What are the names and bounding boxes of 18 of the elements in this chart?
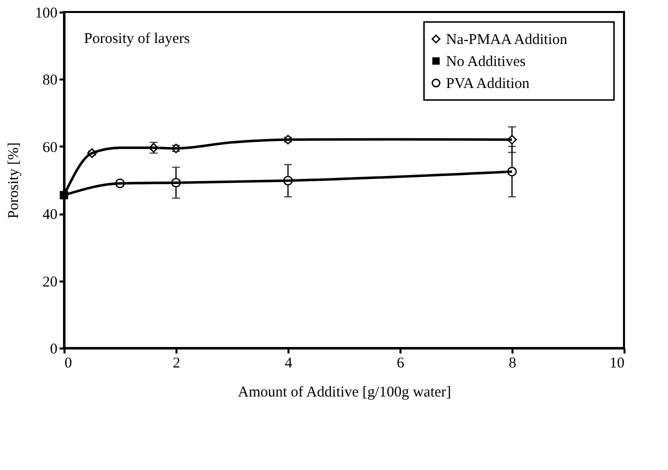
x-tick-label: 8 — [508, 356, 516, 372]
y-tick-label: 100 — [35, 6, 58, 22]
x-tick-label: 4 — [284, 356, 293, 372]
y-tick-label: 60 — [42, 140, 58, 156]
x-tick-label: 10 — [610, 356, 624, 372]
y-tick-label: 20 — [42, 274, 58, 290]
legend-label: PVA Addition — [446, 76, 530, 92]
legend-label: Na-PMAA Addition — [446, 32, 568, 48]
legend-label: No Additives — [446, 54, 526, 70]
annotation: Porosity of layers — [84, 31, 190, 47]
y-axis-title: Porosity [%] — [6, 142, 22, 219]
x-tick-label: 0 — [64, 356, 72, 372]
y-tick-label: 0 — [50, 342, 58, 358]
y-tick-label: 40 — [42, 207, 58, 224]
x-tick-label: 2 — [172, 356, 180, 372]
x-tick-label: 6 — [396, 356, 405, 372]
y-tick-label: 80 — [42, 72, 58, 89]
x-axis-title: Amount of Additive [g/100g water] — [238, 384, 452, 400]
